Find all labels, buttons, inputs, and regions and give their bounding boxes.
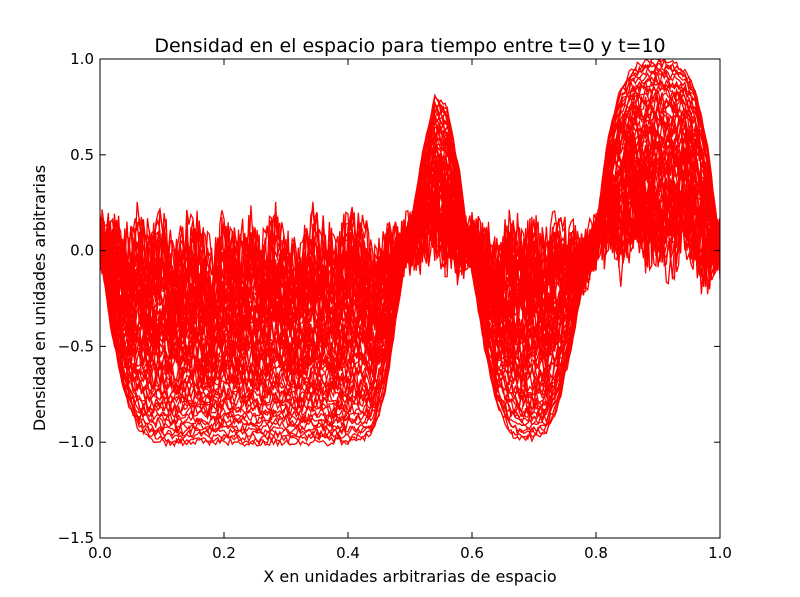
series-layer <box>100 59 720 448</box>
y-tick-label: 0.0 <box>70 242 94 260</box>
x-tick-label: 0.2 <box>212 544 236 562</box>
x-tick-label: 0.0 <box>88 544 112 562</box>
y-tick-label: −1.0 <box>58 433 94 451</box>
x-tick-label: 1.0 <box>708 544 732 562</box>
y-tick-label: 0.5 <box>70 146 94 164</box>
y-tick-label: 1.0 <box>70 50 94 68</box>
x-tick-label: 0.4 <box>336 544 360 562</box>
y-tick-label: −1.5 <box>58 529 94 547</box>
x-tick-label: 0.8 <box>584 544 608 562</box>
x-axis: 0.0 0.2 0.4 0.6 0.8 1.0 <box>88 59 732 562</box>
plot-frame <box>99 58 721 539</box>
series-line <box>100 96 720 410</box>
series-line <box>100 59 720 448</box>
series-line <box>100 158 720 340</box>
y-axis: 1.0 0.5 0.0 −0.5 −1.0 −1.5 <box>58 50 720 547</box>
y-tick-label: −0.5 <box>58 337 94 355</box>
x-tick-label: 0.6 <box>460 544 484 562</box>
x-axis-title: X en unidades arbitrarias de espacio <box>263 567 556 586</box>
y-axis-title: Densidad en unidades arbitrarias <box>30 165 49 431</box>
chart-title: Densidad en el espacio para tiempo entre… <box>154 35 665 57</box>
